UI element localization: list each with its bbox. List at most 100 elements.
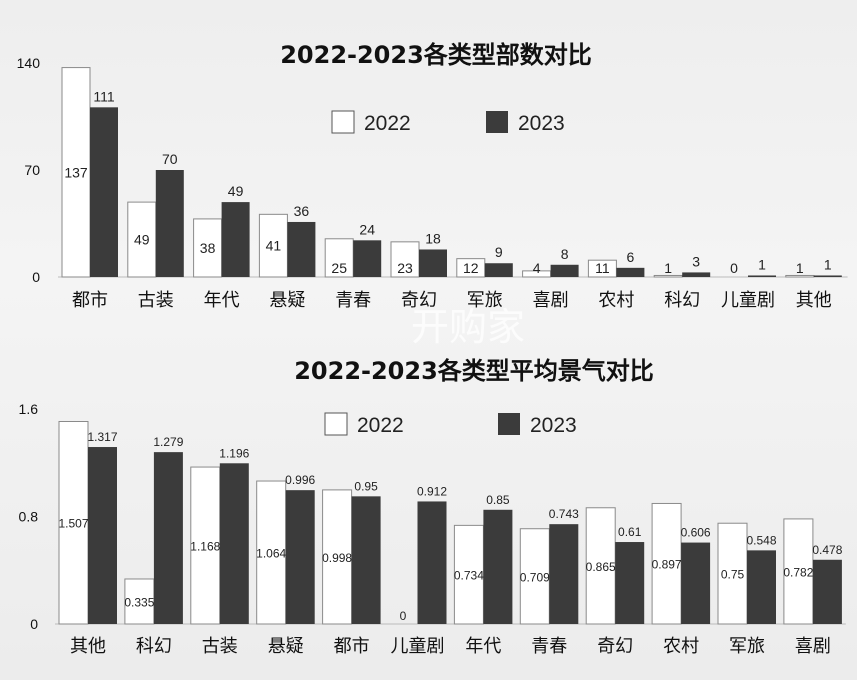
bar-2023 bbox=[748, 275, 776, 277]
bar-2022 bbox=[585, 507, 616, 625]
data-label: 0.478 bbox=[812, 543, 842, 557]
bar-2022 bbox=[453, 524, 484, 625]
data-label: 0.548 bbox=[746, 533, 776, 547]
category-label: 科幻 bbox=[136, 636, 172, 657]
category-label: 喜剧 bbox=[795, 636, 831, 657]
category-label: 其他 bbox=[70, 636, 106, 657]
data-label: 70 bbox=[162, 151, 178, 167]
bar-2022 bbox=[519, 528, 550, 625]
bar-2023 bbox=[616, 267, 645, 277]
category-label: 年代 bbox=[204, 290, 240, 311]
y-tick-label: 0.8 bbox=[19, 509, 39, 525]
category-label: 青春 bbox=[335, 290, 371, 311]
data-label: 1 bbox=[664, 260, 672, 276]
bar-2023 bbox=[351, 496, 381, 624]
bar-2023 bbox=[747, 550, 776, 624]
category-label: 儿童剧 bbox=[721, 290, 775, 311]
bar-2023 bbox=[287, 221, 316, 277]
data-label: 23 bbox=[397, 260, 413, 276]
category-label: 奇幻 bbox=[597, 636, 633, 657]
data-label: 41 bbox=[266, 238, 282, 254]
data-label: 1.168 bbox=[190, 540, 220, 554]
data-label: 24 bbox=[359, 221, 375, 237]
category-label: 其他 bbox=[796, 290, 832, 311]
data-label: 0.606 bbox=[681, 526, 711, 540]
category-label: 军旅 bbox=[729, 636, 765, 657]
bar-2023 bbox=[549, 524, 579, 624]
data-label: 0.709 bbox=[520, 570, 550, 584]
bar-2023 bbox=[615, 542, 645, 624]
y-tick-label: 1.6 bbox=[19, 401, 39, 417]
data-label: 137 bbox=[64, 164, 88, 180]
data-label: 1.064 bbox=[256, 547, 286, 561]
data-label: 3 bbox=[692, 253, 700, 269]
data-label: 36 bbox=[294, 203, 310, 219]
category-label: 古装 bbox=[202, 636, 238, 657]
bar-2023 bbox=[88, 447, 117, 624]
category-label: 青春 bbox=[531, 636, 567, 657]
bar-2022 bbox=[256, 480, 287, 625]
bar-2023 bbox=[90, 107, 118, 277]
bar-2022 bbox=[651, 502, 682, 625]
data-label: 1.507 bbox=[58, 517, 88, 531]
data-label: 49 bbox=[228, 183, 244, 199]
category-label: 农村 bbox=[663, 636, 699, 657]
bar-2023 bbox=[681, 542, 711, 624]
data-label: 1 bbox=[796, 260, 804, 276]
category-label: 都市 bbox=[334, 636, 370, 657]
data-label: 0.743 bbox=[549, 507, 579, 521]
bar-2022 bbox=[717, 522, 748, 625]
chart-title: 2022-2023各类型部数对比 bbox=[280, 41, 592, 69]
bar-2023 bbox=[682, 272, 711, 277]
data-label: 0.85 bbox=[486, 493, 510, 507]
bar-2023 bbox=[550, 264, 579, 277]
data-label: 111 bbox=[93, 88, 114, 104]
data-label: 6 bbox=[627, 249, 635, 265]
bar-2023 bbox=[155, 170, 184, 277]
bar-2023 bbox=[813, 275, 842, 277]
bar-2023 bbox=[419, 249, 447, 277]
data-label: 11 bbox=[595, 260, 610, 276]
legend-label: 2022 bbox=[357, 414, 404, 437]
data-label: 38 bbox=[200, 240, 216, 256]
data-label: 0.912 bbox=[417, 484, 447, 498]
data-label: 12 bbox=[463, 260, 479, 276]
data-label: 1.196 bbox=[219, 446, 249, 460]
watermark: 开购家 bbox=[411, 305, 525, 349]
category-label: 悬疑 bbox=[268, 636, 304, 657]
data-label: 0.996 bbox=[285, 473, 315, 487]
data-label: 0.75 bbox=[721, 568, 745, 582]
data-label: 1 bbox=[758, 256, 766, 272]
data-label: 1.317 bbox=[87, 430, 117, 444]
bar-2022 bbox=[190, 466, 221, 625]
category-label: 军旅 bbox=[467, 290, 503, 311]
legend-swatch bbox=[331, 110, 355, 134]
category-label: 古装 bbox=[138, 290, 174, 311]
y-tick-label: 140 bbox=[17, 55, 41, 71]
data-label: 1 bbox=[824, 256, 832, 272]
data-label: 0.998 bbox=[322, 551, 352, 565]
data-label: 4 bbox=[533, 260, 541, 276]
data-label: 8 bbox=[561, 246, 569, 262]
bar-2023 bbox=[417, 501, 447, 624]
legend-label: 2022 bbox=[364, 112, 411, 135]
bar-2023 bbox=[353, 240, 382, 277]
category-label: 儿童剧 bbox=[391, 636, 445, 657]
data-label: 0.782 bbox=[783, 565, 813, 579]
bar-2022 bbox=[124, 578, 155, 625]
data-label: 0.95 bbox=[354, 479, 378, 493]
legend-label: 2023 bbox=[518, 112, 565, 135]
category-label: 都市 bbox=[72, 290, 108, 311]
data-label: 0 bbox=[730, 260, 738, 276]
bar-2022 bbox=[783, 518, 814, 625]
y-tick-label: 0 bbox=[30, 616, 38, 632]
bar-2023 bbox=[153, 452, 183, 624]
bar-2023 bbox=[483, 509, 513, 624]
chart-sentiment-comparison: 2022-2023各类型平均景气对比 0 0.8 1.6 2022 2023 1.507 1… bbox=[19, 357, 846, 657]
bar-2022 bbox=[127, 201, 157, 278]
category-label: 年代 bbox=[465, 636, 501, 657]
bar-2023 bbox=[812, 559, 842, 624]
data-label: 25 bbox=[331, 260, 347, 276]
